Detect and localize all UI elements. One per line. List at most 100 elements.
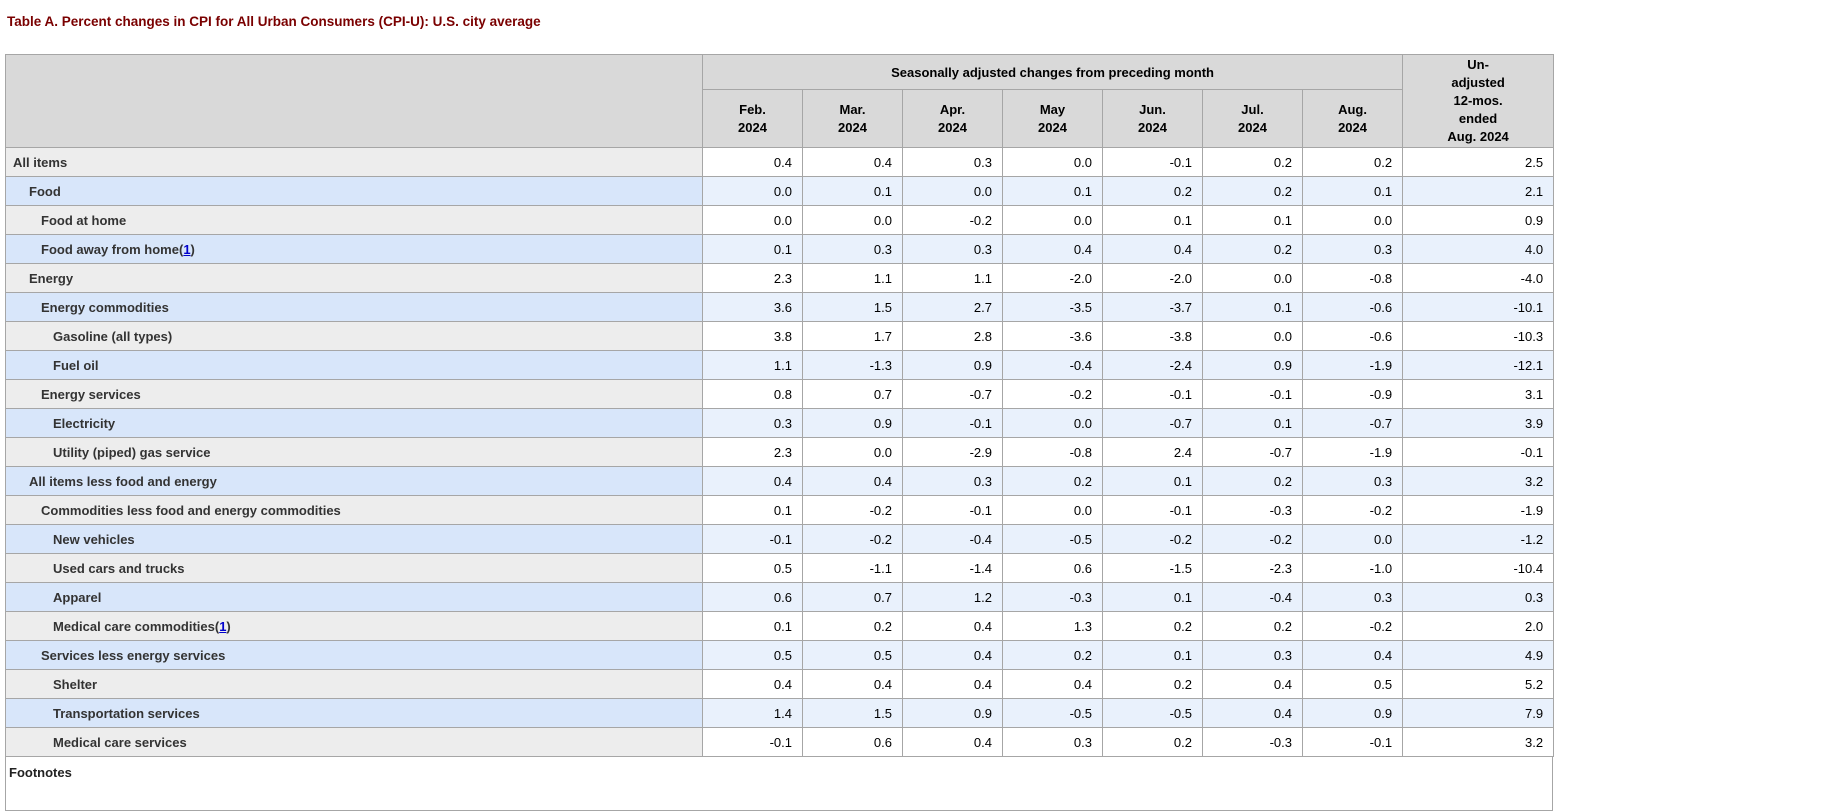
data-cell: 0.1 xyxy=(1102,582,1203,612)
month-column-header: Feb. 2024 xyxy=(702,89,803,148)
unadjusted-value-cell: -1.9 xyxy=(1402,495,1555,525)
unadjusted-value-cell: 4.0 xyxy=(1402,234,1555,264)
row-label: Apparel xyxy=(5,582,703,612)
data-cell: -0.2 xyxy=(802,495,903,525)
data-cell: 0.4 xyxy=(802,669,903,699)
data-cell: -0.4 xyxy=(1202,582,1303,612)
data-cell: 0.2 xyxy=(1002,466,1103,496)
data-cell: -1.1 xyxy=(802,553,903,583)
unadjusted-value-cell: 5.2 xyxy=(1402,669,1555,699)
row-label: Shelter xyxy=(5,669,703,699)
data-cell: -0.2 xyxy=(1002,379,1103,409)
table-row: Medical care services -0.1 0.6 0.4 0.3 0.2 -0.… xyxy=(5,727,1555,757)
row-label: Medical care commodities(1) xyxy=(5,611,703,641)
data-cell: 0.3 xyxy=(1301,466,1404,496)
data-cell: -1.9 xyxy=(1301,437,1404,467)
data-cell: 0.1 xyxy=(802,176,903,206)
data-cell: 2.3 xyxy=(702,263,803,293)
data-cell: 0.3 xyxy=(702,408,803,438)
footnote-link[interactable]: 1 xyxy=(219,618,227,634)
row-label: Food at home xyxy=(5,205,703,235)
data-cell: -1.5 xyxy=(1102,553,1203,583)
row-label: Utility (piped) gas service xyxy=(5,437,703,467)
data-cell: 0.9 xyxy=(1202,350,1303,380)
item-column-header xyxy=(5,54,703,148)
data-cell: 0.0 xyxy=(1002,408,1103,438)
row-label: Food away from home(1) xyxy=(5,234,703,264)
page-title: Table A. Percent changes in CPI for All … xyxy=(7,14,541,29)
data-cell: 0.4 xyxy=(902,640,1003,670)
row-label: Transportation services xyxy=(5,698,703,728)
data-cell: 1.7 xyxy=(802,321,903,351)
data-cell: 2.4 xyxy=(1102,437,1203,467)
month-column-header: Apr. 2024 xyxy=(902,89,1003,148)
data-cell: 0.4 xyxy=(702,669,803,699)
month-column-header: Jun. 2024 xyxy=(1102,89,1203,148)
data-cell: 0.1 xyxy=(1102,640,1203,670)
unadjusted-value-cell: 2.5 xyxy=(1402,147,1555,177)
table-row: Utility (piped) gas service 2.3 0.0 -2.9 -0.… xyxy=(5,437,1555,467)
unadjusted-value-cell: 4.9 xyxy=(1402,640,1555,670)
data-cell: 0.0 xyxy=(1301,524,1404,554)
data-cell: 0.1 xyxy=(1102,466,1203,496)
data-cell: -1.4 xyxy=(902,553,1003,583)
data-cell: 0.4 xyxy=(902,727,1003,757)
data-cell: 0.0 xyxy=(1002,205,1103,235)
data-cell: 0.1 xyxy=(702,495,803,525)
data-cell: -0.3 xyxy=(1202,495,1303,525)
data-cell: 0.6 xyxy=(1002,553,1103,583)
table-row: Energy commodities 3.6 1.5 2.7 -3.5 -3.7 0.1 -0… xyxy=(5,292,1555,322)
data-cell: -2.0 xyxy=(1102,263,1203,293)
row-label: Fuel oil xyxy=(5,350,703,380)
month-column-header: Aug. 2024 xyxy=(1301,89,1404,148)
data-cell: 0.4 xyxy=(1202,698,1303,728)
table-row: Food at home 0.0 0.0 -0.2 0.0 0.1 0.1 0.0 0.9 xyxy=(5,205,1555,235)
footnotes-section: Footnotes xyxy=(5,757,1553,811)
month-column-header: Mar. 2024 xyxy=(802,89,903,148)
row-label: Gasoline (all types) xyxy=(5,321,703,351)
data-cell: 1.1 xyxy=(902,263,1003,293)
table-row: Fuel oil 1.1 -1.3 0.9 -0.4 -2.4 0.9 -1.9 -12.1 xyxy=(5,350,1555,380)
data-cell: 0.7 xyxy=(802,379,903,409)
data-cell: -0.4 xyxy=(902,524,1003,554)
data-cell: -3.7 xyxy=(1102,292,1203,322)
data-cell: 0.0 xyxy=(1202,263,1303,293)
footnotes-heading: Footnotes xyxy=(9,765,72,780)
data-cell: 0.2 xyxy=(1102,611,1203,641)
month-column-header: May 2024 xyxy=(1002,89,1103,148)
data-cell: -1.3 xyxy=(802,350,903,380)
data-cell: 0.1 xyxy=(702,611,803,641)
data-cell: -0.2 xyxy=(1301,495,1404,525)
footnote-link[interactable]: 1 xyxy=(183,241,191,257)
data-cell: 0.2 xyxy=(1202,234,1303,264)
data-cell: -1.9 xyxy=(1301,350,1404,380)
data-cell: -0.8 xyxy=(1301,263,1404,293)
data-cell: 0.1 xyxy=(1301,176,1404,206)
data-cell: -2.9 xyxy=(902,437,1003,467)
data-cell: -0.5 xyxy=(1002,524,1103,554)
data-cell: -0.5 xyxy=(1002,698,1103,728)
cpi-table: Seasonally adjusted changes from precedi… xyxy=(5,54,1555,757)
data-cell: -0.8 xyxy=(1002,437,1103,467)
row-label: Used cars and trucks xyxy=(5,553,703,583)
data-cell: 1.5 xyxy=(802,292,903,322)
data-cell: 0.0 xyxy=(1301,205,1404,235)
month-column-header: Jul. 2024 xyxy=(1202,89,1303,148)
data-cell: 0.1 xyxy=(1202,205,1303,235)
data-cell: 0.2 xyxy=(1102,176,1203,206)
unadjusted-value-cell: 0.3 xyxy=(1402,582,1555,612)
data-cell: -0.1 xyxy=(1102,147,1203,177)
table-row: Apparel 0.6 0.7 1.2 -0.3 0.1 -0.4 0.3 0.3 xyxy=(5,582,1555,612)
data-cell: 0.4 xyxy=(1202,669,1303,699)
unadjusted-value-cell: -4.0 xyxy=(1402,263,1555,293)
data-cell: -0.6 xyxy=(1301,292,1404,322)
header-row-group: Seasonally adjusted changes from precedi… xyxy=(5,54,1555,148)
data-cell: 0.2 xyxy=(802,611,903,641)
table-row: Medical care commodities(1) 0.1 0.2 0.4 1.3 0… xyxy=(5,611,1555,641)
data-cell: -0.1 xyxy=(902,408,1003,438)
data-cell: 0.3 xyxy=(902,234,1003,264)
data-cell: 0.2 xyxy=(1102,727,1203,757)
data-cell: 0.8 xyxy=(702,379,803,409)
data-cell: -0.7 xyxy=(1202,437,1303,467)
